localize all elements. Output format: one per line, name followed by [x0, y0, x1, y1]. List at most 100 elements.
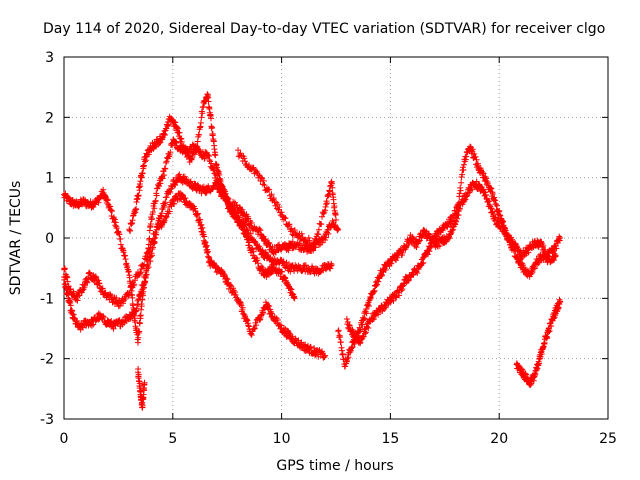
data-point: [245, 162, 252, 169]
series-track-h: [134, 366, 148, 411]
data-point: [117, 235, 124, 242]
data-point: [251, 325, 258, 332]
data-point: [205, 98, 212, 105]
data-point: [161, 217, 168, 224]
data-point: [141, 278, 148, 285]
data-point: [120, 300, 127, 307]
data-point: [260, 310, 267, 317]
data-point: [61, 265, 68, 272]
data-point: [107, 291, 114, 298]
data-point: [256, 225, 263, 232]
data-point: [135, 366, 142, 373]
data-point: [244, 236, 251, 243]
data-point: [525, 249, 532, 256]
data-point: [199, 110, 206, 117]
data-point: [166, 151, 173, 158]
data-point: [99, 285, 106, 292]
data-point: [365, 302, 372, 309]
data-point: [451, 214, 458, 221]
data-point: [552, 312, 559, 319]
data-point: [297, 340, 304, 347]
data-point: [361, 315, 368, 322]
data-point: [285, 247, 292, 254]
data-point: [546, 328, 553, 335]
data-point: [375, 311, 382, 318]
data-point: [217, 176, 224, 183]
data-point: [108, 207, 115, 214]
data-point: [137, 269, 144, 276]
data-point: [203, 242, 210, 249]
data-point: [337, 339, 344, 346]
y-tick-label: 3: [45, 50, 54, 66]
data-point: [187, 179, 194, 186]
data-point: [557, 298, 564, 305]
data-point: [504, 231, 511, 238]
data-point: [167, 149, 174, 156]
data-point: [113, 294, 120, 301]
data-point: [280, 258, 287, 265]
data-point: [166, 208, 173, 215]
data-point: [165, 122, 172, 129]
data-point: [512, 247, 519, 254]
data-point: [171, 200, 178, 207]
data-point: [369, 316, 376, 323]
data-point: [130, 282, 137, 289]
data-point: [139, 286, 146, 293]
data-point: [382, 304, 389, 311]
data-point: [266, 240, 273, 247]
y-tick-label: -3: [40, 412, 54, 428]
data-point: [323, 200, 330, 207]
data-point: [144, 265, 151, 272]
data-point: [360, 333, 367, 340]
data-point: [469, 186, 475, 193]
data-point: [261, 182, 268, 189]
data-point: [420, 259, 427, 266]
data-point: [152, 197, 159, 204]
data-point: [265, 186, 272, 193]
data-point: [129, 294, 136, 301]
data-point: [436, 242, 443, 249]
data-point: [162, 199, 169, 206]
data-point: [431, 239, 438, 246]
series-track-g: [513, 296, 564, 389]
x-tick-label: 5: [168, 431, 177, 447]
data-point: [136, 320, 143, 327]
data-point: [256, 243, 263, 250]
data-point: [319, 239, 326, 246]
data-point: [137, 312, 144, 319]
data-point: [274, 317, 281, 324]
data-point: [201, 233, 208, 240]
data-point: [315, 226, 322, 233]
data-point: [223, 275, 230, 282]
data-point: [469, 146, 476, 153]
data-point: [323, 234, 330, 241]
data-point: [328, 262, 335, 269]
data-point: [527, 382, 534, 389]
data-point: [162, 165, 169, 172]
data-point: [287, 268, 294, 275]
data-point: [208, 115, 215, 122]
data-point: [201, 155, 208, 162]
data-point: [540, 242, 547, 249]
data-point: [291, 227, 298, 234]
data-point: [276, 321, 283, 328]
data-point: [268, 191, 275, 198]
data-point: [557, 235, 564, 241]
data-point: [248, 331, 255, 338]
data-point: [137, 383, 144, 390]
data-point: [126, 291, 133, 298]
data-point: [247, 230, 254, 237]
data-point: [552, 253, 559, 260]
x-tick-label: 20: [490, 431, 508, 447]
data-point: [494, 202, 501, 209]
data-point: [153, 192, 160, 199]
data-point: [137, 389, 144, 396]
data-point: [147, 258, 154, 265]
data-point: [349, 343, 356, 350]
data-point: [325, 230, 332, 237]
data-point: [460, 166, 467, 173]
data-point: [125, 292, 132, 299]
data-point: [135, 334, 142, 341]
data-point: [133, 205, 140, 212]
